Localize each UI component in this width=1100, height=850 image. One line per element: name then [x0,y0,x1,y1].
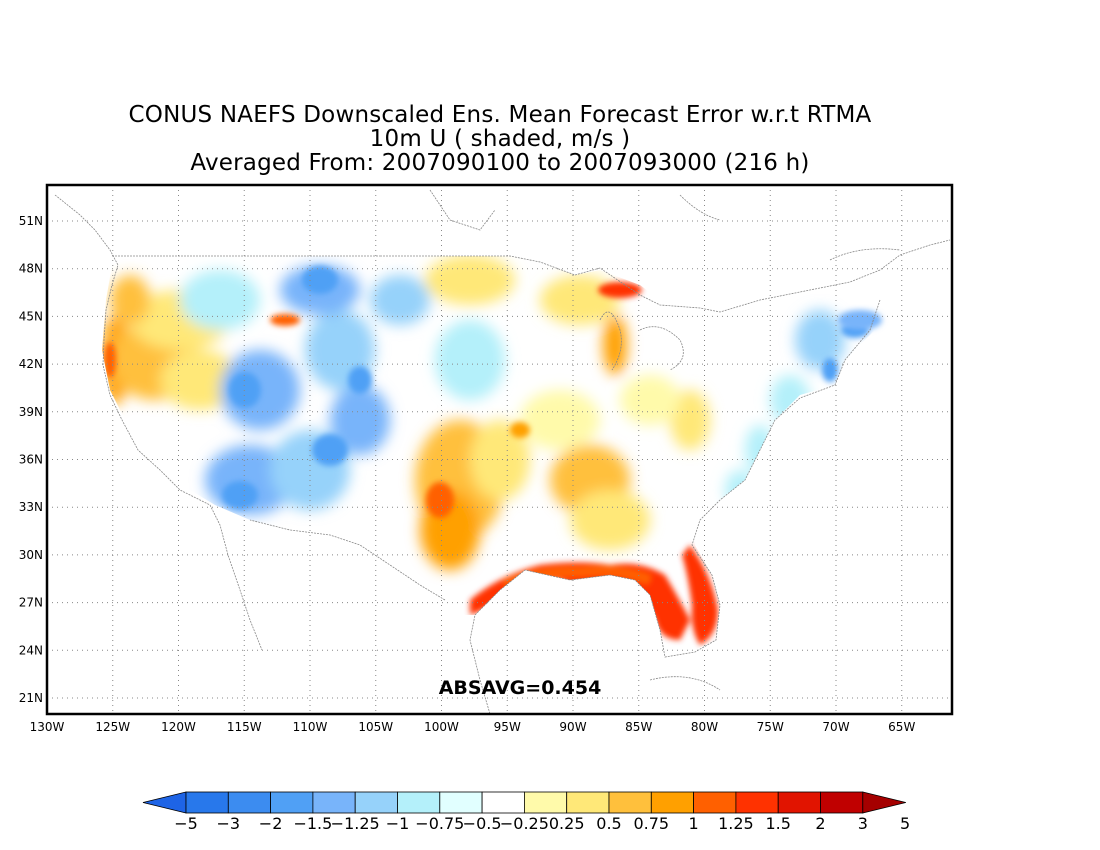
map-grid [47,185,952,714]
lat-label: 45N [19,309,43,323]
colorbar-label: 2 [815,814,825,833]
lon-label: 65W [888,720,915,734]
colorbar-label: −0.5 [463,814,502,833]
lon-label: 90W [559,720,586,734]
lon-label: 85W [625,720,652,734]
colorbar-swatch [312,791,356,814]
colorbar-label: −1.25 [331,814,380,833]
colorbar-label: 5 [900,814,910,833]
colorbar-label: −1.5 [293,814,332,833]
colorbar-swatch [566,791,610,814]
lon-label: 120W [161,720,196,734]
lon-label: 70W [822,720,849,734]
lat-label: 39N [19,405,43,419]
lat-label: 21N [19,691,43,705]
lon-label: 130W [30,720,65,734]
colorbar-swatch [862,791,906,814]
lon-label: 75W [757,720,784,734]
colorbar-label: 3 [858,814,868,833]
colorbar-swatch [270,791,314,814]
colorbar-swatch [693,791,737,814]
lon-label: 115W [227,720,262,734]
latitude-labels: 21N 24N 27N 30N 33N 36N 39N 42N 45N 48N 51N [19,214,43,705]
colorbar-label: 0.75 [633,814,669,833]
lon-label: 105W [358,720,393,734]
colorbar-swatch [439,791,483,814]
colorbar-label: −5 [174,814,198,833]
lat-label: 33N [19,500,43,514]
lat-label: 51N [19,214,43,228]
longitude-labels: 130W 125W 120W 115W 110W 105W 100W 95W 90W 85W 80W… [30,720,916,734]
colorbar-label: −3 [217,814,241,833]
map-title-line-2: 10m U ( shaded, m/s ) [369,126,631,152]
coastlines [54,189,951,714]
colorbar-swatch [524,791,568,814]
colorbar-label: −2 [259,814,283,833]
colorbar-label: 1.5 [765,814,790,833]
lon-label: 80W [691,720,718,734]
colorbar-swatch [777,791,821,814]
lat-label: 27N [19,596,43,610]
lat-label: 36N [19,453,43,467]
lat-label: 48N [19,262,43,276]
colorbar-label: −0.25 [500,814,549,833]
colorbar-swatch [650,791,694,814]
map-title-line-1: CONUS NAEFS Downscaled Ens. Mean Forecas… [128,102,872,128]
colorbar-swatch [142,791,187,814]
absavg-annotation: ABSAVG=0.454 [439,677,602,699]
colorbar-swatch [354,791,398,814]
lon-label: 95W [494,720,521,734]
colorbar-swatch [735,791,779,814]
colorbar: −5 −3 −2 −1.5−1.25 −1 −0.75−0.5−0.25 0.25 0.5 0.… [142,791,910,833]
colorbar-label: 1 [689,814,699,833]
lon-label: 100W [424,720,459,734]
lon-label: 125W [95,720,130,734]
lat-label: 42N [19,357,43,371]
colorbar-swatch [608,791,652,814]
colorbar-label: 0.5 [596,814,621,833]
map-title-line-3: Averaged From: 2007090100 to 2007093000 … [190,150,810,176]
colorbar-swatch [227,791,272,814]
colorbar-swatch [185,791,229,814]
colorbar-label: −1 [386,814,410,833]
colorbar-swatch [397,791,441,814]
colorbar-label: 0.25 [549,814,585,833]
plot-frame [45,183,954,716]
colorbar-swatch [820,791,864,814]
colorbar-swatch [481,791,525,814]
colorbar-label: −0.75 [415,814,464,833]
lon-label: 110W [293,720,328,734]
lat-label: 30N [19,548,43,562]
colorbar-label: 1.25 [718,814,754,833]
lat-label: 24N [19,643,43,657]
